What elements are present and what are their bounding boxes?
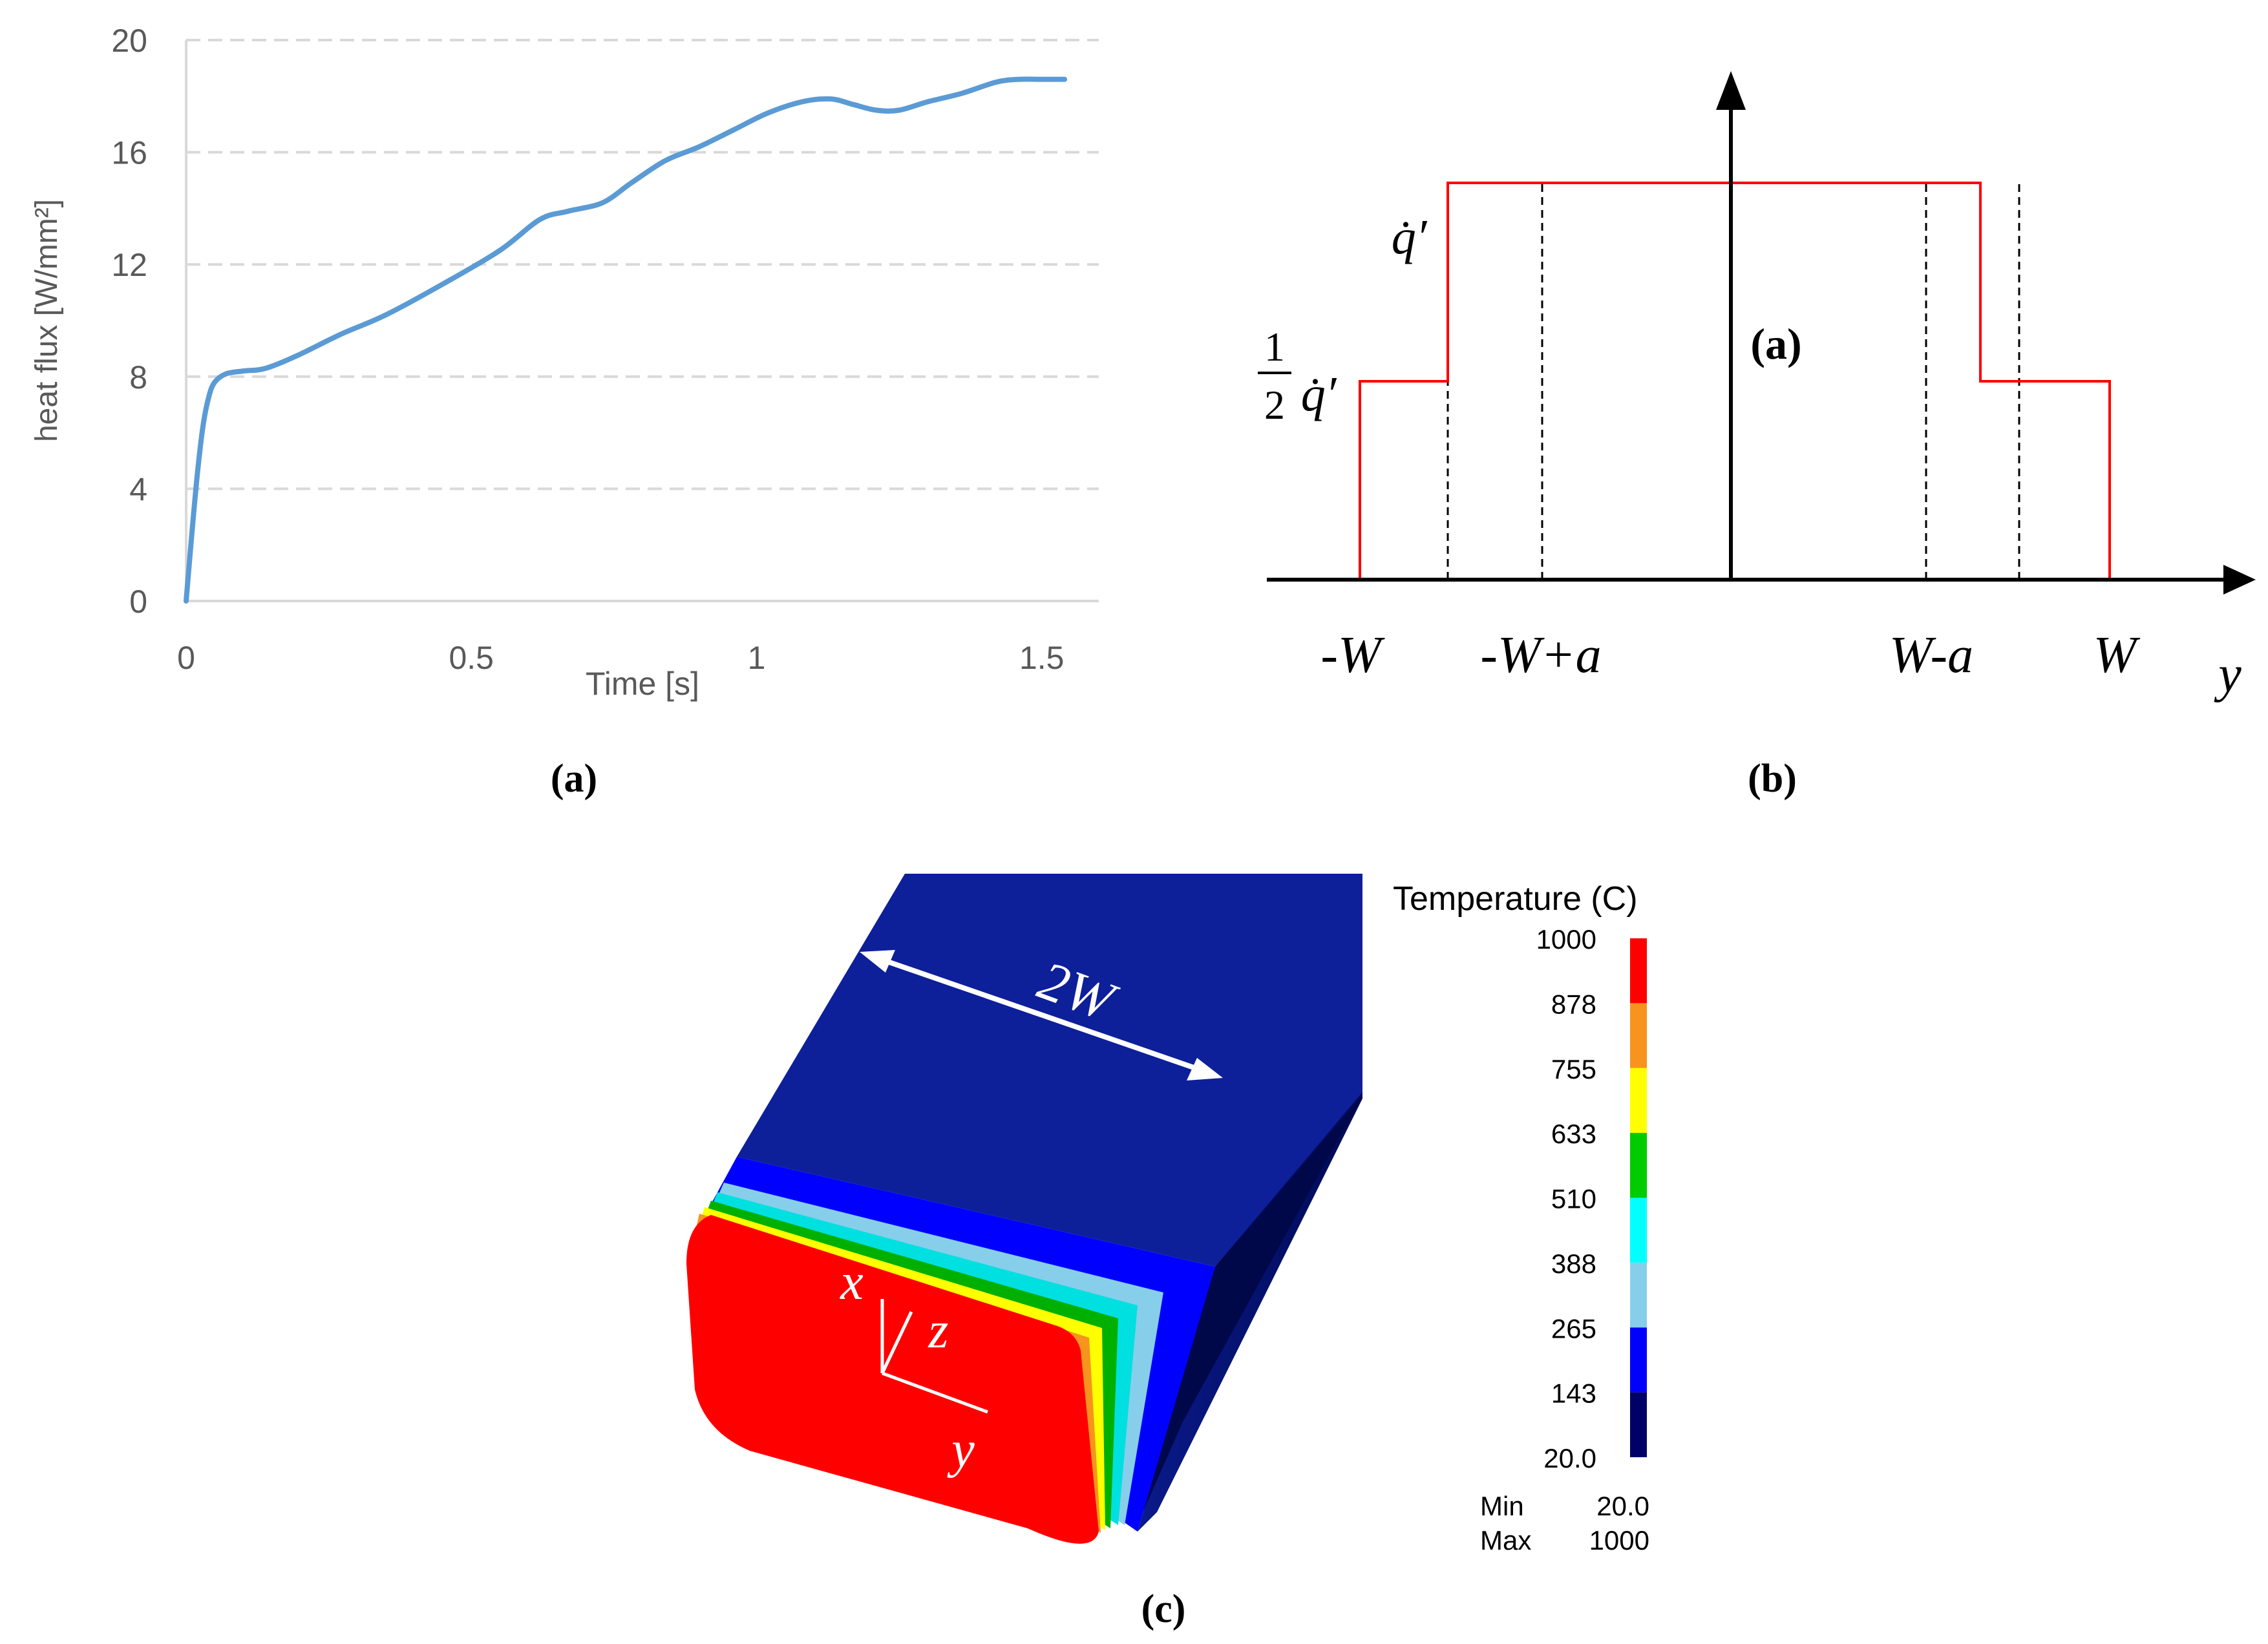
legend-value: 20.0 [1543, 1443, 1596, 1473]
coord-axis-y-line [882, 1371, 988, 1414]
panel-b-half-q-label: q̇′ [1301, 367, 1337, 421]
legend-swatch [1630, 1327, 1647, 1393]
panel-a-series-line [184, 76, 1068, 604]
panel-b-diagram: q̇′ 1 2 q̇′ (a) -W -W+a W-a W y (b) [1258, 71, 2256, 801]
panel-a-x-tick-labels: 0 0.5 1 1.5 [177, 640, 1064, 676]
coord-axis-x-label: x [840, 1254, 864, 1311]
panel-b-q-label: q̇′ [1392, 210, 1428, 264]
panel-a-x-tick: 0 [177, 640, 195, 676]
panel-a-y-axis-label: heat flux [W/mm²] [30, 199, 64, 442]
panel-c-temperature-contour: 2W x z y Temperature (C) 100087875563351… [686, 874, 1649, 1631]
panel-a-chart: 0 4 8 12 16 20 0 0.5 1 1.5 Time [s] heat flux [W… [30, 23, 1099, 801]
panel-a-caption: (a) [551, 757, 597, 801]
coord-axis-y-label: y [947, 1422, 975, 1479]
panel-a-x-axis-label: Time [s] [586, 666, 699, 702]
legend-swatch [1630, 1133, 1647, 1198]
panel-a-y-tick: 20 [111, 23, 147, 59]
panel-a-y-tick: 12 [111, 247, 147, 283]
width-arrow-head-left [860, 950, 895, 973]
legend-max-value: 1000 [1589, 1525, 1649, 1555]
legend-value: 878 [1551, 989, 1596, 1019]
legend-value: 633 [1551, 1119, 1596, 1149]
panel-b-horizontal-arrowhead [2223, 565, 2256, 595]
panel-c-caption: (c) [1141, 1587, 1186, 1631]
coord-axis-z-line [880, 1311, 913, 1375]
legend-swatch [1630, 1392, 1647, 1457]
panel-a-y-tick: 0 [129, 584, 147, 620]
panel-b-vertical-arrowhead [1716, 71, 1746, 110]
panel-b-tick-neg-w-plus-a: -W+a [1480, 627, 1601, 684]
panel-b-inner-label: (a) [1750, 319, 1801, 368]
panel-b-caption: (b) [1748, 757, 1797, 801]
panel-b-tick-w: W [2093, 627, 2141, 684]
legend-value: 143 [1551, 1378, 1596, 1409]
legend-value: 265 [1551, 1313, 1596, 1344]
panel-b-y-axis-label: y [2214, 646, 2242, 703]
panel-a-y-tick: 16 [111, 135, 147, 171]
panel-b-half-denominator: 2 [1264, 382, 1285, 428]
legend-swatch [1630, 1068, 1647, 1133]
panel-a-y-tick: 4 [129, 471, 147, 507]
legend-value-labels: 1000 878 755 633 510 388 265 143 20.0 [1536, 924, 1596, 1473]
panel-b-half-numerator: 1 [1264, 324, 1285, 370]
bar-top-face [737, 874, 1362, 1267]
panel-a-x-tick: 0.5 [449, 640, 494, 676]
legend-swatch [1630, 1003, 1647, 1068]
panel-a-y-tick: 8 [129, 359, 147, 395]
panel-a-x-tick: 1 [748, 640, 766, 676]
panel-a-x-tick: 1.5 [1019, 640, 1065, 676]
panel-b-tick-neg-w: -W [1320, 627, 1385, 684]
legend-swatch [1630, 1262, 1647, 1328]
legend-min-label: Min [1480, 1491, 1524, 1521]
panel-a-gridlines [186, 39, 1099, 490]
width-arrow-head-right [1187, 1058, 1223, 1080]
legend-value: 388 [1551, 1249, 1596, 1279]
legend-color-bar [1630, 938, 1647, 1457]
legend-max-label: Max [1480, 1525, 1531, 1555]
coord-axis-z-label: z [927, 1302, 948, 1359]
legend-value: 755 [1551, 1054, 1596, 1084]
legend-value: 510 [1551, 1184, 1596, 1214]
legend-value: 1000 [1536, 924, 1596, 954]
bar-end-face-hot [686, 1215, 1099, 1544]
panel-a-y-tick-labels: 0 4 8 12 16 20 [111, 23, 147, 620]
legend-swatch [1630, 1197, 1647, 1263]
legend-min-value: 20.0 [1596, 1491, 1649, 1521]
legend-title: Temperature (C) [1393, 880, 1638, 918]
width-dimension-arrow [871, 954, 1210, 1075]
panel-b-tick-w-minus-a: W-a [1889, 627, 1973, 684]
panel-b-heat-profile-line [1270, 182, 2196, 581]
legend-swatch [1630, 938, 1647, 1004]
panel-b-dashed-guides [1447, 183, 2020, 580]
